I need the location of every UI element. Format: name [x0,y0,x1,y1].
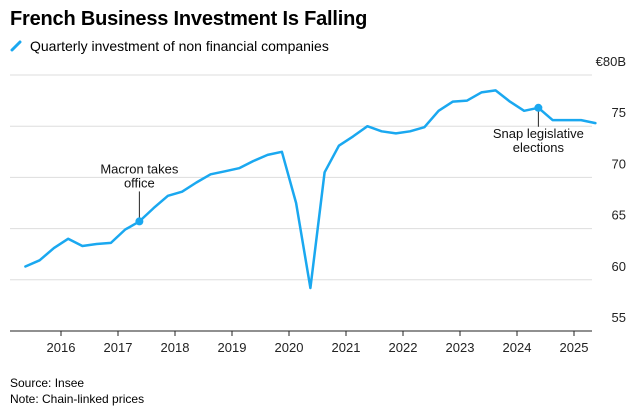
chart-title: French Business Investment Is Falling [10,8,368,30]
y-unit-label: €80B [596,54,626,69]
series-line [24,89,597,290]
source-note: Source: Insee [10,376,85,390]
legend-label: Quarterly investment of non financial co… [30,38,329,54]
legend-line-icon [10,40,22,52]
x-tick-label: 2018 [161,340,190,355]
y-tick-label: 75 [612,105,626,120]
x-tick-label: 2022 [389,340,418,355]
legend: Quarterly investment of non financial co… [10,38,329,54]
x-tick-label: 2025 [560,340,589,355]
x-tick-label: 2020 [275,340,304,355]
y-tick-label: 55 [612,310,626,325]
annotation-label: Snap legislative [493,126,584,141]
annotation-label: office [124,175,155,190]
y-tick-label: 70 [612,156,626,171]
annotation-marker [135,217,144,226]
chart-note: Note: Chain-linked prices [10,392,145,406]
legend-line-mark [10,40,22,52]
y-tick-label: 65 [612,208,626,223]
y-tick-label: 60 [612,259,626,274]
x-tick-label: 2021 [332,340,361,355]
annotation-marker [534,103,543,112]
x-tick-label: 2017 [104,340,133,355]
x-tick-label: 2024 [503,340,532,355]
x-tick-label: 2023 [446,340,475,355]
x-tick-label: 2016 [47,340,76,355]
annotation-label: elections [513,140,565,155]
x-tick-label: 2019 [218,340,247,355]
annotation-label: Macron takes [100,161,179,176]
